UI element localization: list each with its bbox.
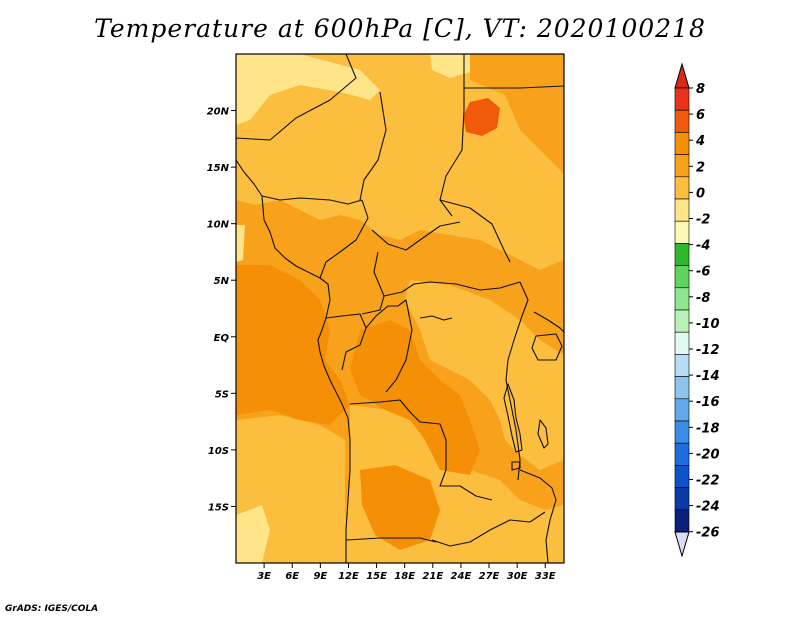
colorbar-label: 4 bbox=[695, 134, 705, 149]
colorbar-label: -22 bbox=[696, 474, 720, 489]
colorbar-bottom-arrow bbox=[674, 531, 690, 558]
lat-tick-label: 5N bbox=[214, 276, 230, 287]
colorbar-segment bbox=[674, 420, 690, 444]
border-nigeria bbox=[261, 195, 363, 205]
colorbar-segment bbox=[674, 198, 690, 222]
colorbar-segment bbox=[674, 398, 690, 422]
colorbar-segment bbox=[674, 487, 690, 511]
lat-tick-label: 10S bbox=[208, 446, 229, 457]
colorbar-label: -24 bbox=[696, 500, 720, 515]
chart-title: Temperature at 600hPa [C], VT: 202010021… bbox=[94, 14, 706, 43]
colorbar-segment bbox=[674, 243, 690, 266]
field-cool-patch-west-edge bbox=[236, 225, 245, 262]
colorbar-label: -26 bbox=[696, 526, 720, 541]
colorbar-segment bbox=[674, 287, 690, 311]
border-chad-east bbox=[439, 54, 465, 217]
border-chad-south bbox=[371, 221, 461, 251]
colorbar-label: -14 bbox=[696, 369, 720, 384]
longitude-axis: 3E 6E 9E 12E 15E 18E 21E 24E 27E 30E 33E bbox=[257, 563, 556, 582]
border-sahel bbox=[236, 54, 357, 141]
colorbar-label: -16 bbox=[696, 395, 720, 410]
border-sudan bbox=[439, 199, 511, 263]
colorbar-label: -18 bbox=[696, 421, 720, 436]
lat-tick-label: 5S bbox=[215, 389, 229, 400]
lon-tick-label: 12E bbox=[338, 571, 359, 582]
grads-credit: GrADS: IGES/COLA bbox=[5, 604, 99, 614]
colorbar-segment bbox=[674, 220, 690, 244]
border-angola-south bbox=[345, 537, 437, 543]
field-hot-patch-north bbox=[463, 98, 500, 136]
colorbar-segment bbox=[674, 154, 690, 178]
colorbar-segment bbox=[674, 87, 690, 111]
lon-tick-label: 9E bbox=[313, 571, 327, 582]
colorbar-label: -8 bbox=[696, 291, 710, 306]
colorbar-label: 8 bbox=[696, 82, 705, 97]
colorbar-label: 6 bbox=[696, 108, 705, 123]
border-zambia bbox=[431, 511, 546, 547]
temperature-field bbox=[236, 54, 564, 563]
lake-malawi bbox=[537, 419, 549, 449]
lon-tick-label: 24E bbox=[451, 571, 472, 582]
lat-tick-label: 10N bbox=[207, 220, 230, 231]
lon-tick-label: 18E bbox=[394, 571, 415, 582]
field-warmer-region-west bbox=[236, 265, 350, 425]
border-north-ne bbox=[464, 85, 564, 89]
colorbar-segment bbox=[674, 331, 690, 355]
field-cool-patch-north bbox=[236, 54, 380, 125]
colorbar-segment bbox=[674, 176, 690, 200]
map-frame bbox=[235, 53, 565, 564]
colorbar-label: -4 bbox=[696, 239, 710, 254]
border-east-lakes bbox=[505, 281, 529, 481]
colorbar-label: -6 bbox=[696, 265, 710, 280]
border-east-lower bbox=[519, 469, 557, 563]
border-nigeria-cameroon bbox=[319, 199, 369, 279]
border-niger-chad bbox=[359, 91, 387, 201]
field-cool-patch-southwest bbox=[236, 505, 270, 563]
lon-tick-label: 33E bbox=[535, 571, 556, 582]
lon-tick-label: 30E bbox=[507, 571, 528, 582]
colorbar-segment bbox=[674, 309, 690, 333]
political-borders bbox=[236, 54, 564, 563]
colorbar-segment bbox=[674, 465, 690, 488]
colorbar-top-arrow bbox=[674, 62, 690, 89]
lon-tick-label: 15E bbox=[366, 571, 387, 582]
field-warmer-region-south bbox=[360, 465, 440, 550]
colorbar: 8 6 4 2 0 -2 -4 -6 -8 -10 -12 -14 -16 -18 -20 -22 -24 -26 bbox=[674, 62, 720, 558]
colorbar-segment bbox=[674, 132, 690, 155]
border-east-coast bbox=[533, 311, 564, 333]
lake-tanganyika bbox=[503, 383, 523, 453]
lon-tick-label: 27E bbox=[479, 571, 500, 582]
latitude-axis: 20N 15N 10N 5N EQ 5S 10S 15S bbox=[207, 107, 236, 513]
colorbar-label: 2 bbox=[696, 160, 705, 175]
lat-tick-label: 20N bbox=[207, 107, 230, 118]
lat-tick-label: 15N bbox=[207, 163, 230, 174]
colorbar-segment bbox=[674, 265, 690, 289]
colorbar-label: -10 bbox=[696, 317, 720, 332]
lake-kariba bbox=[511, 461, 521, 471]
colorbar-label: -12 bbox=[696, 343, 720, 358]
field-cool-patch-ne bbox=[430, 54, 470, 78]
colorbar-label: -20 bbox=[696, 447, 720, 462]
colorbar-label: 0 bbox=[696, 186, 705, 201]
field-warmer-region-congo bbox=[350, 320, 480, 475]
colorbar-segment bbox=[674, 109, 690, 133]
lat-tick-label: 15S bbox=[208, 502, 229, 513]
border-car bbox=[383, 281, 521, 297]
colorbar-segment bbox=[674, 376, 690, 400]
lon-tick-label: 6E bbox=[285, 571, 299, 582]
border-congo bbox=[365, 299, 413, 393]
river-segment bbox=[419, 315, 453, 321]
field-cooler-region-central bbox=[405, 280, 564, 470]
lake-victoria bbox=[531, 333, 563, 361]
colorbar-segment bbox=[674, 509, 690, 533]
border-drc-south bbox=[349, 399, 493, 501]
colorbar-segment bbox=[674, 354, 690, 377]
lat-tick-label: EQ bbox=[214, 333, 230, 344]
lon-tick-label: 3E bbox=[257, 571, 271, 582]
colorbar-segment bbox=[674, 442, 690, 466]
lon-tick-label: 21E bbox=[422, 571, 443, 582]
colorbar-label: -2 bbox=[696, 213, 710, 228]
